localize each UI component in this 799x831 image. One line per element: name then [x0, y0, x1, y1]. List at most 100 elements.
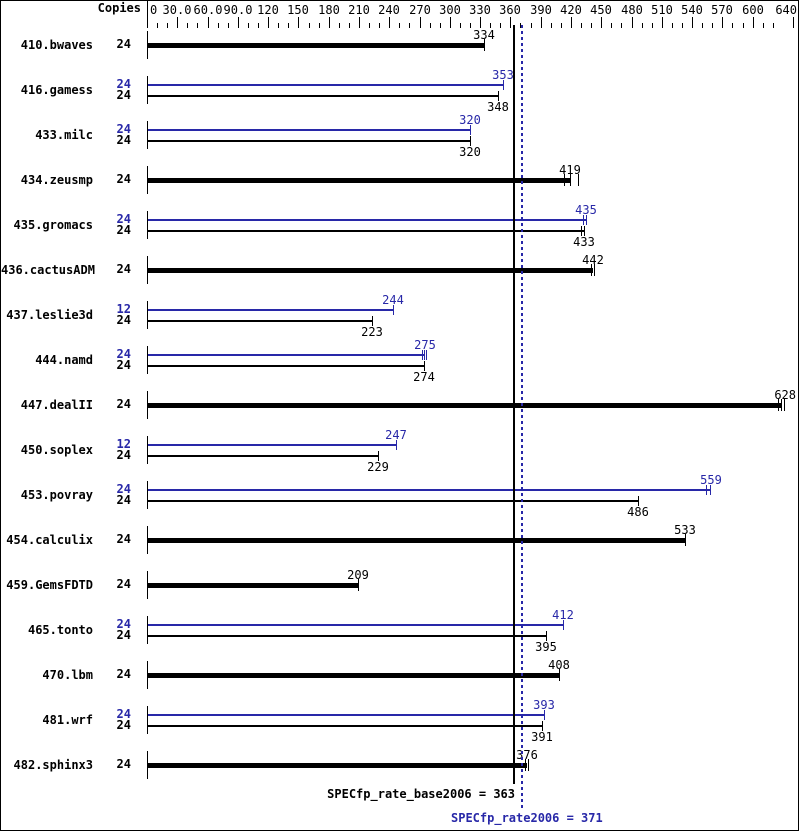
value-label: 247 — [385, 427, 407, 442]
axis-minor-tick — [581, 23, 582, 28]
copies-value: 24 — [116, 222, 131, 237]
row-origin-line — [147, 301, 148, 329]
bar-end-tick — [559, 669, 560, 681]
peak-bar — [148, 623, 563, 626]
bar-end-tick — [470, 124, 471, 135]
axis-minor-tick — [228, 23, 229, 28]
axis-major-tick — [753, 17, 754, 28]
axis-minor-tick — [682, 23, 683, 28]
axis-tick-label: 390 — [530, 3, 552, 17]
value-label: 275 — [414, 337, 436, 352]
value-label: 209 — [347, 568, 369, 582]
value-label: 229 — [367, 459, 389, 474]
bar-end-tick — [396, 439, 397, 450]
bar-end-tick — [393, 304, 394, 315]
bar-end-tick — [586, 214, 587, 225]
base-bar — [148, 762, 527, 768]
axis-tick-label: 640 — [775, 3, 797, 17]
base-bar — [148, 42, 484, 48]
axis-minor-tick — [409, 23, 410, 28]
value-label: 628 — [774, 388, 796, 402]
row-origin-line — [147, 526, 148, 554]
row-origin-line — [147, 256, 148, 284]
row-origin-line — [147, 661, 148, 689]
axis-minor-tick — [248, 23, 249, 28]
bar-end-tick — [594, 264, 595, 276]
axis-minor-tick — [611, 23, 612, 28]
row-origin-line — [147, 121, 148, 149]
axis-tick-label: 600 — [742, 3, 764, 17]
value-label: 395 — [535, 639, 557, 654]
value-label: 486 — [627, 504, 649, 519]
peak-bar — [148, 353, 425, 356]
axis-tick-label: 120 — [257, 3, 279, 17]
value-label: 223 — [361, 324, 383, 339]
base-bar — [148, 634, 546, 637]
value-label: 334 — [473, 28, 495, 42]
row-origin-line — [147, 571, 148, 599]
axis-minor-tick — [470, 23, 471, 28]
axis-tick-label: 300 — [439, 3, 461, 17]
value-label: 244 — [382, 292, 404, 307]
benchmark-label: 433.milc — [35, 128, 93, 142]
axis-major-tick — [208, 17, 209, 28]
peak-bar — [148, 128, 470, 131]
value-label: 435 — [575, 202, 597, 217]
bar-end-tick — [578, 174, 579, 186]
row-origin-line — [147, 616, 148, 644]
axis-tick-label: 150 — [287, 3, 309, 17]
axis-minor-tick — [702, 23, 703, 28]
benchmark-label: 450.soplex — [20, 443, 93, 457]
axis-minor-tick — [712, 23, 713, 28]
base-bar — [148, 402, 781, 408]
row-origin-line — [147, 76, 148, 104]
bar-end-tick — [591, 264, 592, 276]
benchmark-label: 482.sphinx3 — [13, 758, 93, 772]
bar-end-tick — [498, 90, 499, 101]
axis-tick-label: 480 — [621, 3, 643, 17]
copies-value: 24 — [116, 312, 131, 327]
axis-tick-label: 210 — [348, 3, 370, 17]
bar-end-tick — [372, 315, 373, 326]
axis-tick-label: 540 — [681, 3, 703, 17]
axis-minor-tick — [500, 23, 501, 28]
value-label: 419 — [559, 163, 581, 177]
axis-tick-label: 0 — [150, 3, 158, 17]
axis-major-tick — [793, 17, 794, 28]
axis-minor-tick — [187, 23, 188, 28]
peak-bar — [148, 83, 503, 86]
base-bar — [148, 537, 685, 543]
axis-minor-tick — [763, 23, 764, 28]
axis-major-tick — [147, 17, 148, 28]
benchmark-label: 410.bwaves — [20, 38, 93, 52]
benchmark-label: 444.namd — [35, 353, 93, 367]
value-label: 320 — [459, 144, 481, 159]
copies-value: 24 — [116, 532, 131, 546]
axis-tick-label: 90.0 — [223, 3, 253, 17]
bar-end-tick — [525, 759, 526, 771]
benchmark-label: 470.lbm — [42, 668, 93, 682]
axis-minor-tick — [440, 23, 441, 28]
base-bar — [148, 94, 498, 97]
copies-value: 24 — [116, 616, 131, 631]
axis-major-tick — [571, 17, 572, 28]
axis-minor-tick — [621, 23, 622, 28]
axis-minor-tick — [743, 23, 744, 28]
bar-end-tick — [424, 360, 425, 371]
base-bar — [148, 177, 570, 183]
peak-bar — [148, 308, 393, 311]
axis-minor-tick — [339, 23, 340, 28]
copies-value: 24 — [116, 346, 131, 361]
bar-end-tick — [564, 174, 565, 186]
axis-minor-tick — [652, 23, 653, 28]
copies-value: 24 — [116, 757, 131, 771]
bar-end-tick — [781, 399, 782, 411]
axis-major-tick — [359, 17, 360, 28]
axis-tick-label: 270 — [409, 3, 431, 17]
value-label: 274 — [413, 369, 435, 384]
value-label: 533 — [674, 523, 696, 537]
copies-value: 24 — [116, 76, 131, 91]
benchmark-label: 481.wrf — [42, 713, 93, 727]
peak-bar — [148, 713, 544, 716]
